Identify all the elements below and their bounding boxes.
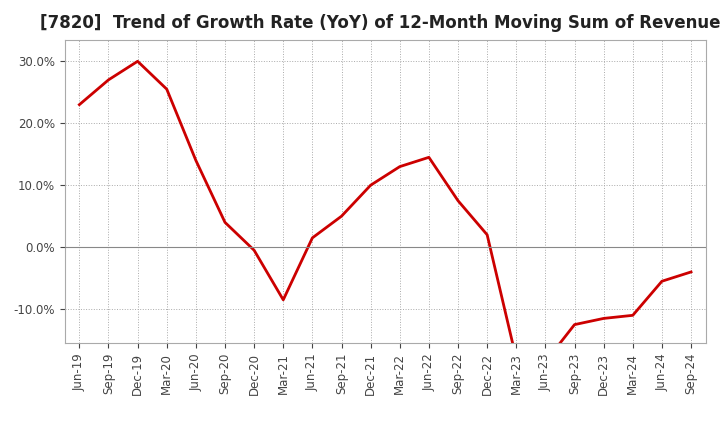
Title: [7820]  Trend of Growth Rate (YoY) of 12-Month Moving Sum of Revenues: [7820] Trend of Growth Rate (YoY) of 12-… — [40, 15, 720, 33]
